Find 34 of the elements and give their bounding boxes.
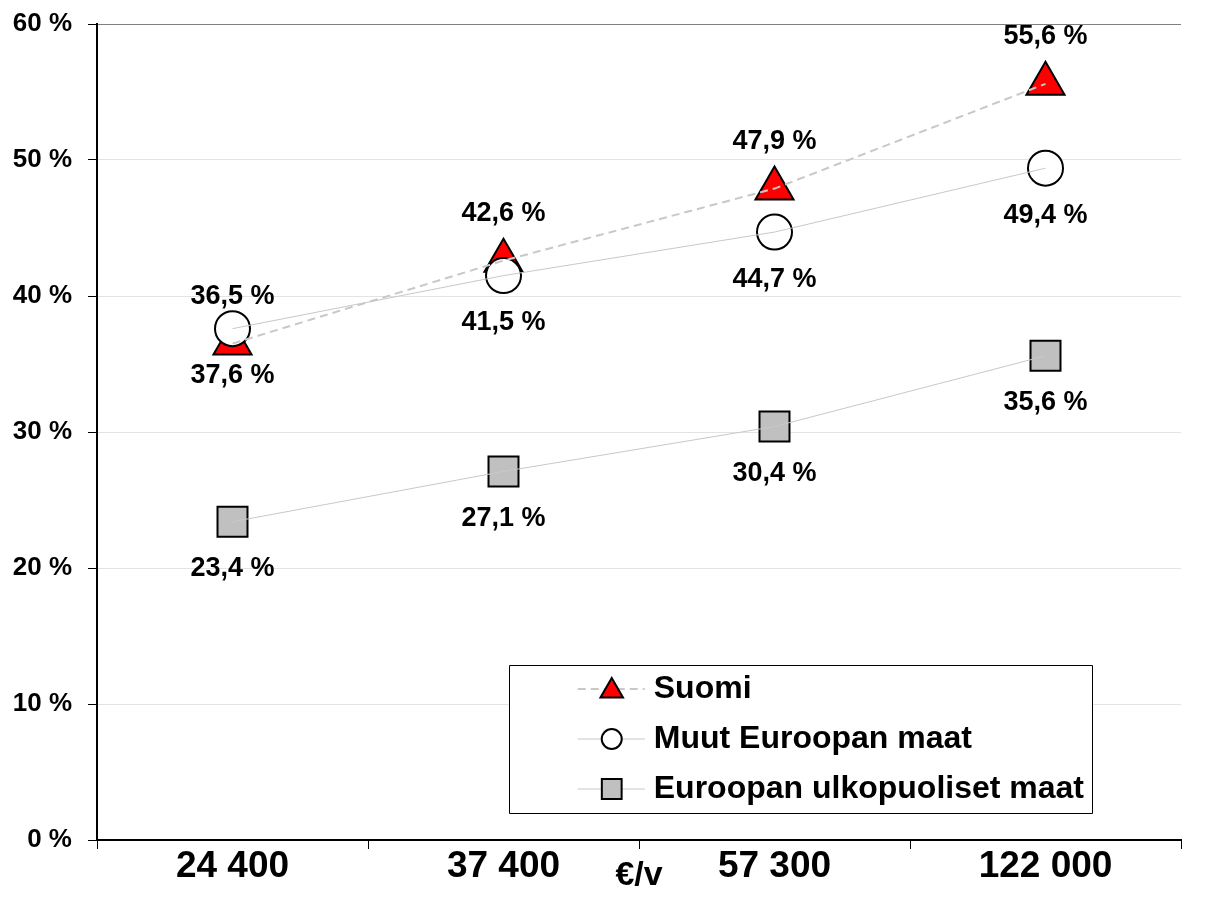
y-tick-label: 10 %: [12, 687, 72, 718]
x-tick-label: 122 000: [978, 844, 1113, 886]
data-label: 55,6 %: [1003, 20, 1088, 51]
data-label: 42,6 %: [461, 197, 546, 228]
data-label: 37,6 %: [190, 359, 275, 390]
x-tick-label: 24 400: [175, 844, 290, 886]
x-axis-title: €/v: [615, 854, 663, 893]
y-tick-label: 50 %: [12, 143, 72, 174]
data-label: 49,4 %: [1003, 198, 1088, 229]
data-label: 41,5 %: [461, 306, 546, 337]
legend-label: Euroopan ulkopuoliset maat: [653, 768, 1085, 805]
y-tick-label: 40 %: [12, 279, 72, 310]
point: [216, 505, 249, 538]
legend-label: Muut Euroopan maat: [653, 718, 973, 755]
point: [1027, 149, 1064, 187]
x-tick-label: 57 300: [717, 844, 832, 886]
data-label: 30,4 %: [732, 457, 817, 488]
point: [485, 257, 522, 295]
y-tick-label: 20 %: [12, 551, 72, 582]
data-label: 27,1 %: [461, 501, 546, 532]
y-tick-label: 0 %: [27, 823, 72, 854]
data-label: 23,4 %: [190, 552, 275, 583]
data-label: 44,7 %: [732, 262, 817, 293]
data-label: 47,9 %: [732, 125, 817, 156]
point: [1029, 339, 1062, 372]
data-label: 36,5 %: [190, 280, 275, 311]
y-tick-label: 60 %: [12, 7, 72, 38]
point: [758, 410, 791, 443]
legend-label: Suomi: [653, 668, 752, 705]
point: [214, 310, 251, 348]
point: [487, 455, 520, 488]
x-tick-label: 37 400: [446, 844, 561, 886]
y-tick-label: 30 %: [12, 415, 72, 446]
data-label: 35,6 %: [1003, 386, 1088, 417]
